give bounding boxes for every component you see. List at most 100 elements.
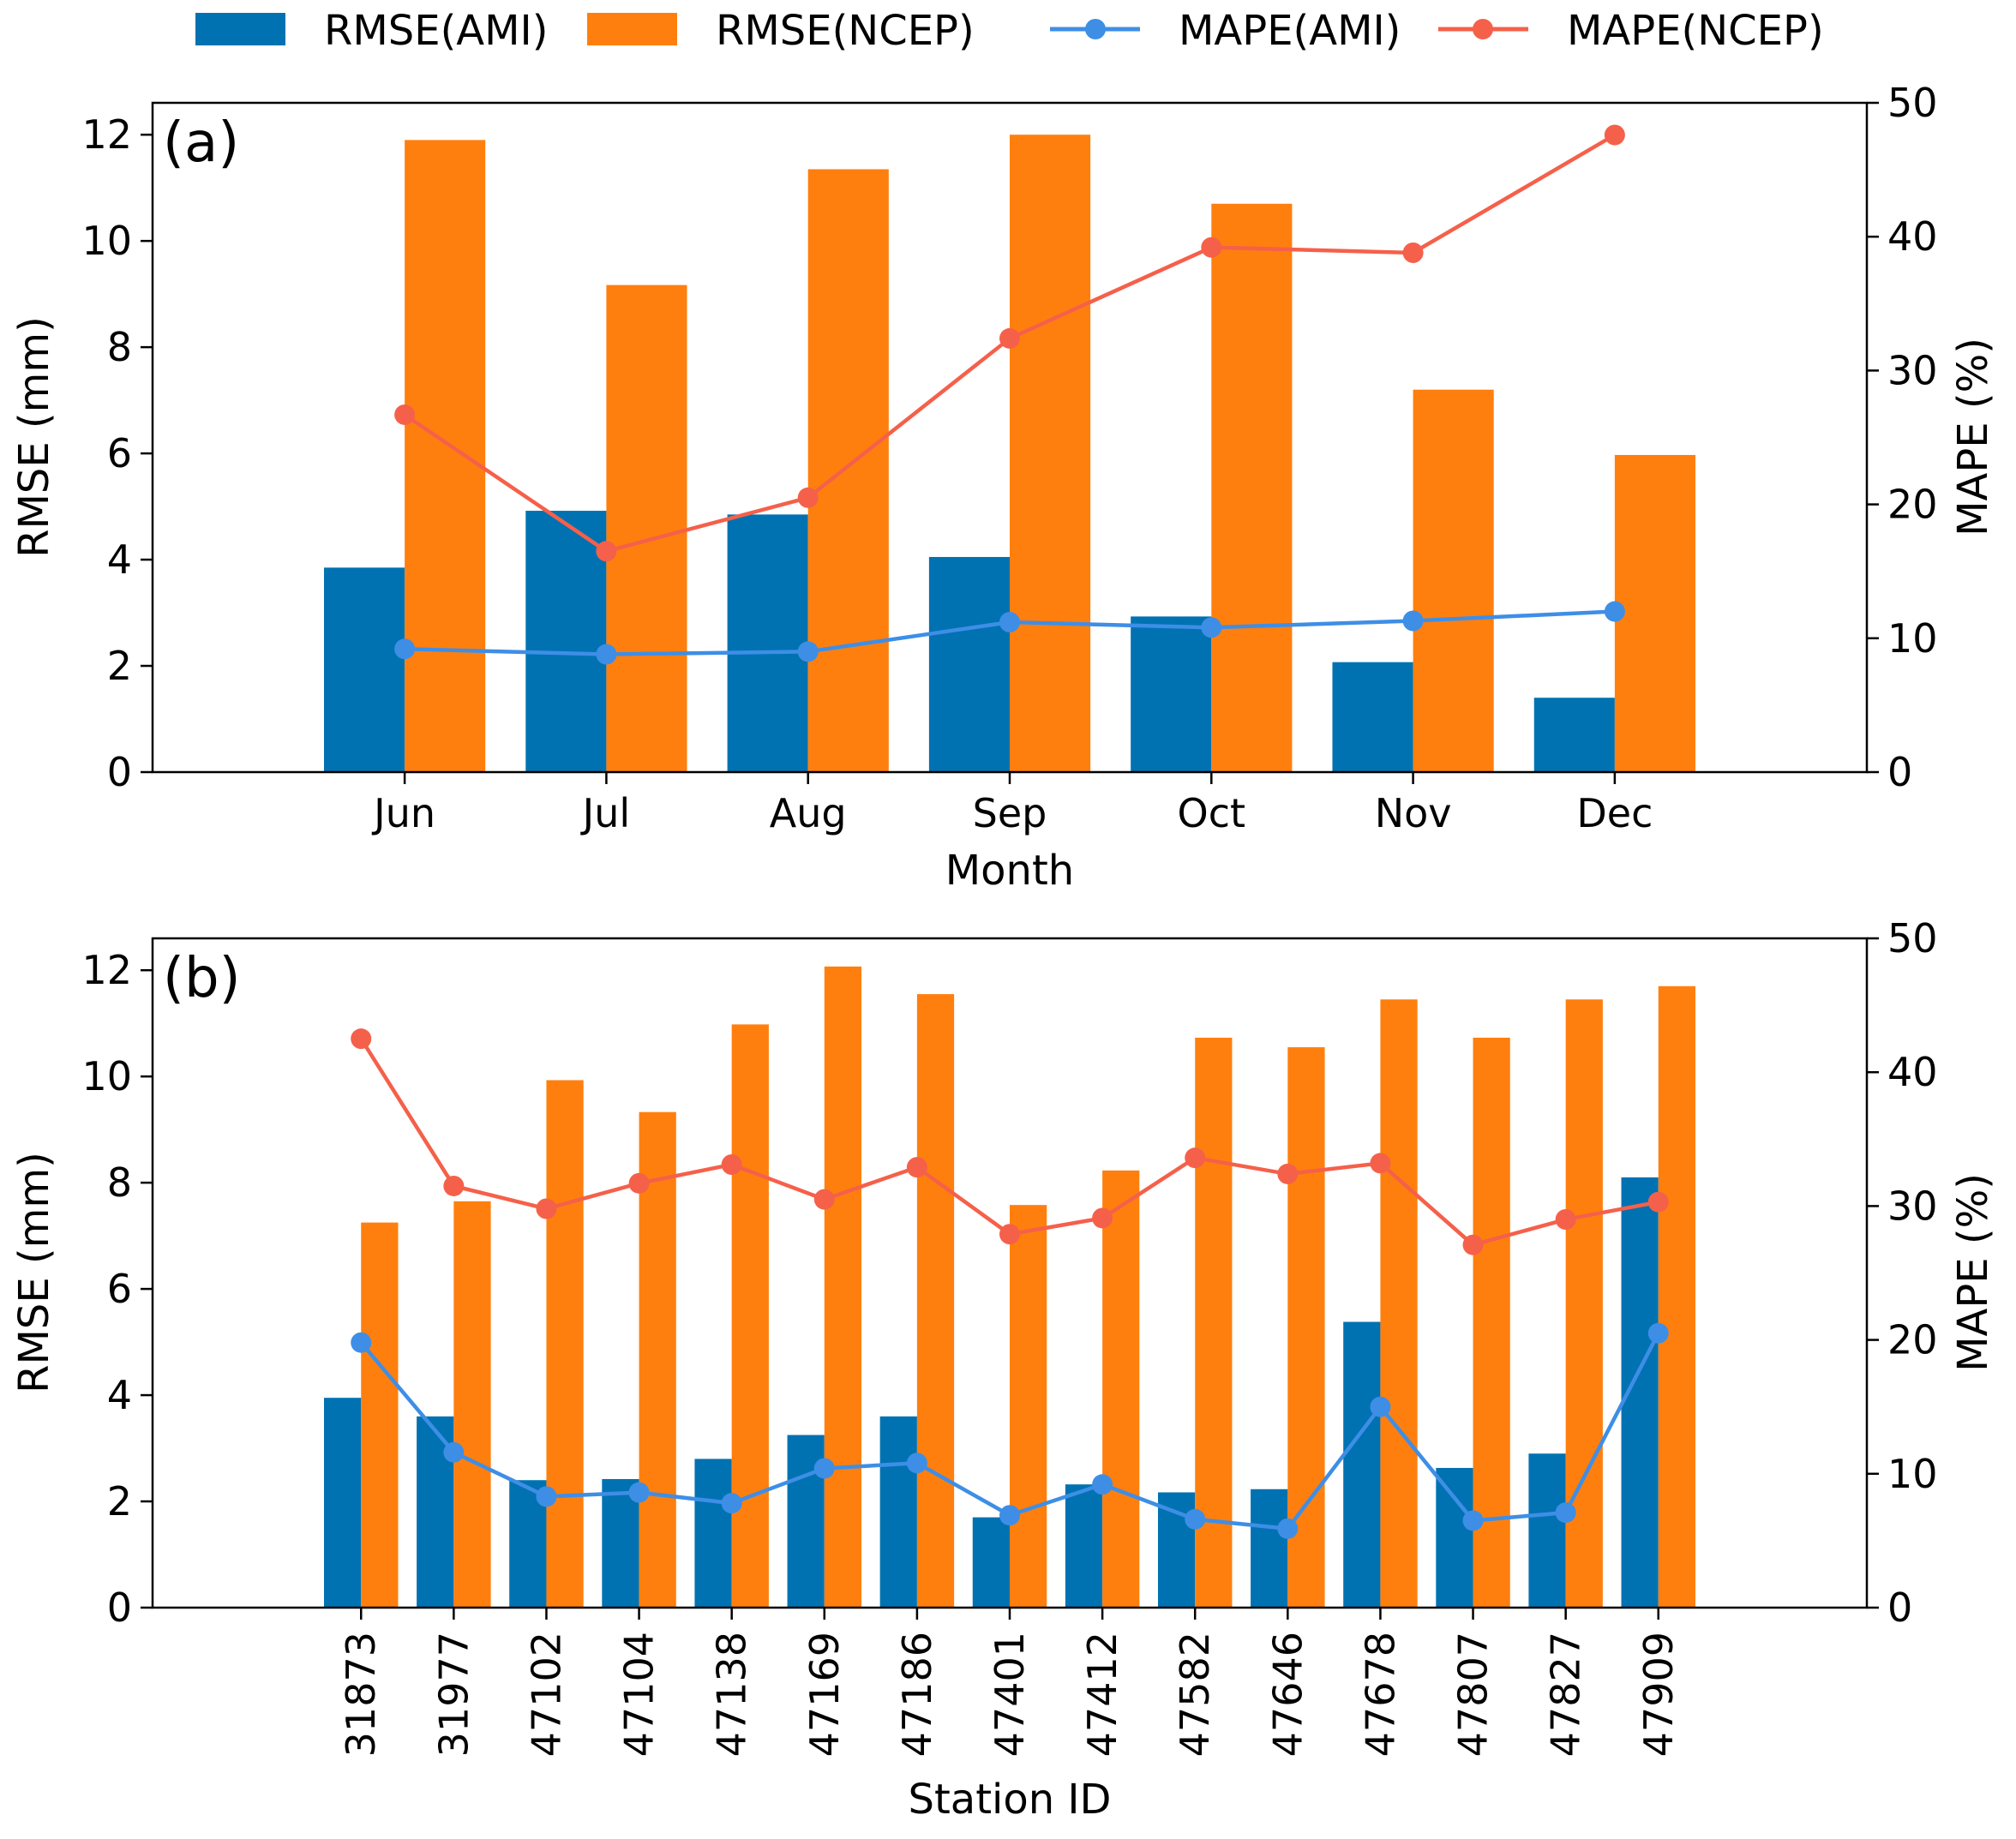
panel-b-y2tick-label: 10 xyxy=(1887,1451,1938,1497)
panel-b-point-mape-ncep-47104 xyxy=(628,1172,650,1194)
panel-a-axes: 0 2 4 6 8 10 12 0 10 20 30 40 50 Jun Jul Aug Sep Oct Nov De… xyxy=(81,80,1937,836)
panel-b-ylabel: RMSE (mm) xyxy=(10,1152,58,1393)
panel-a-ytick-label: 10 xyxy=(81,218,132,264)
panel-b-xtick-label: 47186 xyxy=(894,1632,940,1757)
panel-b-point-mape-ami-47138 xyxy=(721,1493,742,1514)
panel-b-point-mape-ncep-47169 xyxy=(813,1189,835,1210)
legend-swatch-rmse-ncep xyxy=(587,13,677,45)
panel-b-point-mape-ami-47102 xyxy=(536,1486,557,1507)
panel-b-y2tick-label: 30 xyxy=(1887,1183,1938,1229)
panel-b-axes: 0 2 4 6 8 10 12 0 10 20 30 40 50 31873 31977 47102 47104… xyxy=(81,915,1937,1757)
panel-a-xtick-label: Nov xyxy=(1375,790,1452,836)
panel-b-bar-rmse-ami-47646 xyxy=(1251,1489,1288,1608)
panel-b-xtick-label: 47401 xyxy=(987,1632,1033,1757)
panel-a-marks xyxy=(324,124,1695,772)
panel-a-xtick-label: Sep xyxy=(973,790,1047,836)
panel-b-bar-rmse-ncep-47678 xyxy=(1380,999,1418,1608)
legend-marker-mape-ami xyxy=(1085,19,1106,39)
panel-b-y2tick-label: 40 xyxy=(1887,1049,1938,1095)
panel-b-point-mape-ami-47401 xyxy=(999,1505,1020,1526)
panel-a-bar-rmse-ami-Dec xyxy=(1533,698,1615,772)
panel-b-point-mape-ami-47909 xyxy=(1647,1322,1669,1344)
panel-b-point-mape-ncep-31873 xyxy=(351,1028,372,1050)
panel-b-bar-rmse-ncep-47104 xyxy=(639,1111,676,1608)
panel-b-point-mape-ami-47104 xyxy=(628,1482,650,1503)
legend-swatch-rmse-ami xyxy=(195,13,285,45)
panel-b-ytick-label: 2 xyxy=(107,1478,132,1525)
panel-a-bar-rmse-ami-Jun xyxy=(324,567,405,772)
panel-a-ytick-label: 12 xyxy=(81,111,132,158)
panel-b-bar-rmse-ncep-47186 xyxy=(916,994,955,1608)
panel-b-bar-rmse-ncep-47646 xyxy=(1287,1047,1325,1608)
panel-a-ytick-label: 6 xyxy=(107,430,132,476)
panel-b-point-mape-ami-47678 xyxy=(1370,1396,1391,1417)
legend: RMSE(AMI) RMSE(NCEP) MAPE(AMI) MAPE(NCEP… xyxy=(195,7,1824,55)
panel-b-point-mape-ncep-47827 xyxy=(1555,1209,1576,1231)
panel-b-bar-rmse-ncep-47412 xyxy=(1102,1170,1140,1608)
panel-b-point-mape-ami-47169 xyxy=(813,1458,835,1479)
panel-b-ytick-label: 12 xyxy=(81,947,132,993)
panel-b-point-mape-ncep-47582 xyxy=(1185,1147,1206,1169)
panel-b-bar-rmse-ami-47412 xyxy=(1065,1484,1103,1608)
panel-b-xtick-label: 47138 xyxy=(709,1632,755,1757)
panel-b-point-mape-ncep-47909 xyxy=(1647,1191,1669,1213)
panel-a-y2tick-label: 30 xyxy=(1887,347,1938,393)
panel-a-point-mape-ami-Nov xyxy=(1402,610,1424,632)
panel-b-ytick-label: 6 xyxy=(107,1266,132,1312)
legend-label-rmse-ncep: RMSE(NCEP) xyxy=(716,7,975,55)
panel-b-bar-rmse-ami-47678 xyxy=(1343,1321,1381,1608)
panel-a-point-mape-ncep-Jun xyxy=(394,404,416,425)
panel-a-bar-rmse-ami-Nov xyxy=(1332,662,1413,772)
panel-a-bar-rmse-ncep-Aug xyxy=(807,169,889,772)
panel-b-point-mape-ncep-47807 xyxy=(1462,1234,1484,1255)
panel-b-bar-rmse-ami-47138 xyxy=(694,1459,732,1608)
panel-b-marks xyxy=(324,966,1695,1608)
panel-b-y2label: MAPE (%) xyxy=(1949,1173,1997,1372)
panel-b-label: (b) xyxy=(163,947,241,1010)
panel-b-bar-rmse-ami-47582 xyxy=(1157,1492,1196,1608)
panel-b-point-mape-ami-47582 xyxy=(1185,1508,1206,1530)
panel-b-xtick-label: 47678 xyxy=(1357,1632,1403,1757)
panel-b-point-mape-ami-47646 xyxy=(1277,1518,1299,1539)
panel-a-y2tick-label: 20 xyxy=(1887,482,1938,528)
panel-a-point-mape-ami-Aug xyxy=(797,641,819,662)
panel-b-xtick-label: 47582 xyxy=(1172,1632,1218,1757)
panel-a-point-mape-ncep-Jul xyxy=(596,541,617,562)
panel-a-y2label: MAPE (%) xyxy=(1949,338,1997,536)
panel-a-ytick-label: 2 xyxy=(107,643,132,689)
panel-a-bar-rmse-ncep-Sep xyxy=(1010,135,1091,772)
panel-b-bar-rmse-ami-31873 xyxy=(324,1398,362,1608)
panel-a-point-mape-ncep-Dec xyxy=(1604,124,1625,146)
panel-a-point-mape-ami-Jul xyxy=(596,644,617,665)
panel-a-bar-rmse-ncep-Oct xyxy=(1211,203,1293,772)
panel-a-bar-rmse-ami-Oct xyxy=(1131,616,1212,772)
panel-a-point-mape-ncep-Sep xyxy=(999,327,1020,349)
panel-a-y2tick-label: 10 xyxy=(1887,615,1938,662)
panel-b-point-mape-ncep-47646 xyxy=(1277,1163,1299,1184)
panel-b-xtick-label: 47827 xyxy=(1543,1632,1589,1757)
panel-a-bar-rmse-ami-Aug xyxy=(727,514,808,772)
panel-b-bar-rmse-ncep-31873 xyxy=(361,1222,399,1608)
panel-b-y2tick-label: 50 xyxy=(1887,915,1938,961)
panel-a-point-mape-ncep-Nov xyxy=(1402,242,1424,263)
panel-b-xtick-label: 47169 xyxy=(801,1632,848,1757)
panel-b-ytick-label: 4 xyxy=(107,1372,132,1418)
panel-b-point-mape-ncep-47678 xyxy=(1370,1153,1391,1174)
panel-b: 0 2 4 6 8 10 12 0 10 20 30 40 50 31873 31977 47102 47104… xyxy=(10,915,1997,1824)
legend-label-rmse-ami: RMSE(AMI) xyxy=(324,7,548,55)
panel-b-point-mape-ami-47827 xyxy=(1555,1502,1576,1524)
panel-a-bar-rmse-ami-Jul xyxy=(525,511,607,772)
panel-b-xtick-label: 47909 xyxy=(1635,1632,1682,1757)
panel-a-xlabel: Month xyxy=(945,847,1074,895)
panel-b-point-mape-ami-47807 xyxy=(1462,1510,1484,1531)
panel-b-y2tick-label: 0 xyxy=(1887,1584,1912,1631)
panel-b-point-mape-ncep-47138 xyxy=(721,1153,742,1175)
panel-a-point-mape-ami-Dec xyxy=(1604,601,1625,622)
panel-a-ytick-label: 0 xyxy=(107,749,132,795)
panel-b-point-mape-ncep-47401 xyxy=(999,1224,1020,1245)
panel-a-xtick-label: Jul xyxy=(580,790,631,836)
panel-b-bar-rmse-ncep-47169 xyxy=(824,966,862,1608)
panel-b-point-mape-ncep-47102 xyxy=(536,1198,557,1219)
legend-label-mape-ncep: MAPE(NCEP) xyxy=(1567,7,1824,55)
panel-b-bar-rmse-ncep-47401 xyxy=(1010,1205,1047,1608)
